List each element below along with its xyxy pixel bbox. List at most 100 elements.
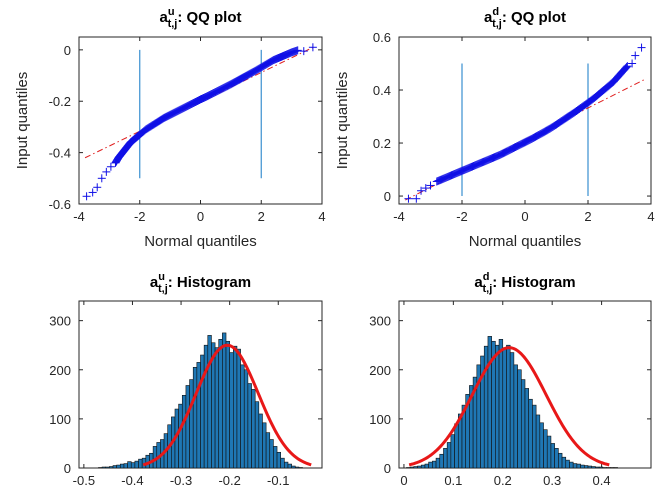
histogram-bar: [120, 463, 125, 469]
x-tick-label: 4: [318, 209, 325, 224]
histogram-bar: [450, 434, 455, 469]
histogram-bar: [127, 461, 132, 469]
histogram-bar: [569, 461, 574, 469]
data-point: [621, 63, 630, 72]
data-point: [628, 59, 637, 68]
histogram-bar: [214, 347, 220, 469]
normal-fit-curve: [408, 346, 610, 467]
histogram-bar: [591, 466, 596, 469]
data-point: [102, 167, 111, 176]
histogram-bar: [487, 336, 492, 469]
x-tick-label: 4: [647, 209, 654, 224]
chart-panel-3: au t,j: Histogram -0.5 -0.4 -0.3 -0.2 -0.1 0 100…: [49, 271, 323, 488]
histogram-bar: [240, 364, 245, 469]
data-point: [622, 63, 631, 72]
histogram-bar: [580, 464, 585, 469]
data-point: [299, 47, 308, 56]
histogram-bar: [598, 466, 604, 469]
histogram-bar: [265, 432, 271, 469]
data-point: [88, 188, 97, 197]
x-tick-label: -4: [73, 209, 85, 224]
histogram-bar: [572, 463, 578, 469]
data-point: [417, 186, 426, 195]
data-point: [97, 174, 106, 183]
histogram-bar: [539, 422, 544, 469]
x-tick-label: 0.4: [593, 473, 611, 488]
x-axis-label: Normal quantiles: [144, 233, 257, 250]
histogram-bar: [535, 414, 541, 469]
x-tick-label: 0: [197, 209, 204, 224]
data-point: [631, 51, 640, 60]
histogram-bar: [225, 340, 230, 469]
histogram-bar: [528, 398, 533, 469]
histogram-bar: [524, 388, 530, 469]
x-tick-label: 2: [258, 209, 265, 224]
histogram-bar: [130, 462, 136, 469]
y-tick-label: 300: [49, 314, 71, 329]
histogram-bar: [509, 352, 515, 469]
x-tick-label: 0: [521, 209, 528, 224]
title-base: a: [150, 274, 159, 291]
histogram-bar: [446, 442, 452, 469]
histogram-bar: [502, 347, 507, 469]
histogram-bar: [254, 401, 260, 469]
reference-line: [84, 45, 317, 159]
histogram-bar: [576, 463, 581, 469]
y-tick-label: 300: [369, 314, 391, 329]
x-tick-label: -0.2: [218, 473, 240, 488]
histogram-bar: [273, 446, 278, 469]
histogram-bar: [513, 364, 518, 469]
x-tick-label: -2: [456, 209, 468, 224]
chart-title: ad t,j: QQ plot: [484, 6, 566, 30]
chart-title: ad t,j: Histogram: [474, 271, 575, 295]
y-tick-label: 0: [384, 461, 391, 476]
histogram-bar: [565, 459, 570, 469]
histogram-bar: [192, 367, 198, 469]
histogram-bar: [258, 413, 263, 469]
x-tick-label: 2: [584, 209, 591, 224]
axes-box: [78, 36, 323, 205]
title-base: a: [484, 9, 493, 26]
histogram-bar: [517, 369, 522, 469]
histogram-bar: [291, 465, 296, 469]
x-tick-label: -0.1: [267, 473, 289, 488]
histogram-bar: [112, 465, 117, 469]
histogram-bar: [243, 369, 249, 469]
histogram-bar: [284, 461, 289, 469]
title-text: : QQ plot: [177, 9, 241, 26]
histogram-bar: [424, 463, 429, 469]
histogram-bar: [561, 456, 567, 469]
x-tick-label: 0.1: [444, 473, 462, 488]
title-subscript: t,j: [158, 283, 168, 295]
histogram-bar: [520, 379, 526, 469]
histogram-bar: [185, 385, 190, 469]
y-tick-label: 0: [384, 189, 391, 204]
data-point: [93, 183, 102, 192]
histogram-bar: [181, 395, 187, 469]
histogram-bar: [280, 457, 285, 469]
histogram-bar: [583, 465, 589, 469]
x-axis-label: Normal quantiles: [469, 233, 582, 250]
histogram-bar: [532, 404, 537, 469]
y-axis-label: Input quantiles: [334, 72, 351, 170]
y-tick-label: 0: [64, 461, 71, 476]
histogram-bar: [109, 466, 114, 469]
histogram-bar: [554, 448, 559, 469]
title-text: : Histogram: [492, 274, 575, 291]
title-superscript: d: [483, 271, 490, 283]
title-subscript: t,j: [168, 18, 178, 30]
histogram-bar: [105, 466, 110, 469]
histogram-bar: [236, 348, 241, 469]
data-point: [412, 194, 421, 203]
histogram-bar: [409, 466, 415, 469]
data-point: [404, 194, 413, 203]
y-tick-label: -0.2: [49, 94, 71, 109]
title-text: : QQ plot: [502, 9, 566, 26]
data-point: [426, 181, 435, 190]
histogram-bar: [101, 466, 107, 469]
histogram-bar: [200, 354, 205, 469]
data-point: [637, 43, 646, 52]
x-tick-label: 0: [400, 473, 407, 488]
x-tick-label: -0.3: [170, 473, 192, 488]
x-tick-label: -0.5: [73, 473, 95, 488]
